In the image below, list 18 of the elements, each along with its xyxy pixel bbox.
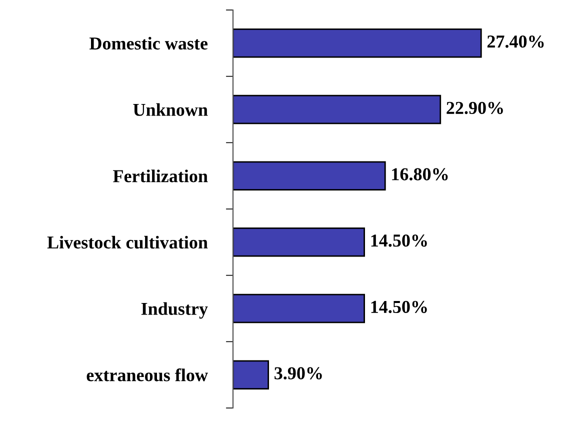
y-tick-label: Unknown: [133, 103, 208, 116]
y-tick-label: Domestic waste: [89, 36, 208, 50]
data-label: 16.80%: [392, 168, 448, 180]
data-label: 27.40%: [487, 36, 544, 48]
y-tick-label: Industry: [141, 302, 208, 319]
data-label: 22.90%: [446, 102, 503, 114]
y-tick-label: Livestock cultivation: [47, 236, 208, 249]
y-tick-label: extraneous flow: [86, 368, 208, 382]
bar: [233, 28, 482, 58]
bar: [233, 294, 365, 324]
data-label: 14.50%: [371, 300, 427, 314]
data-label: 14.50%: [371, 234, 427, 247]
y-tick-label: Fertilization: [113, 170, 208, 182]
bar: [233, 161, 386, 190]
bar: [233, 228, 365, 257]
data-label: 3.90%: [274, 367, 322, 380]
bar: [233, 94, 442, 124]
bar: [233, 360, 270, 390]
